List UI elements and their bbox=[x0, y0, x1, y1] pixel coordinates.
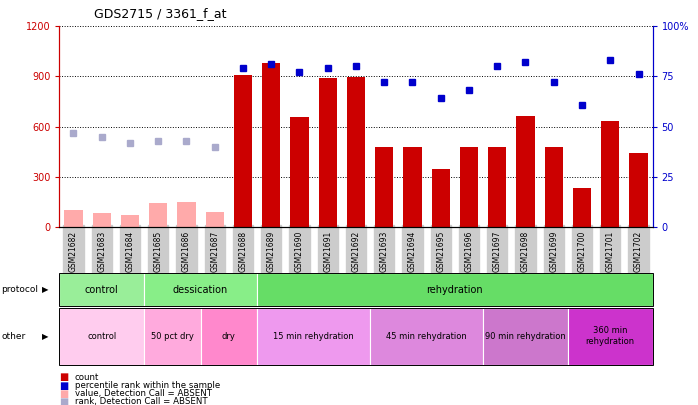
Text: count: count bbox=[75, 373, 99, 382]
Text: value, Detection Call = ABSENT: value, Detection Call = ABSENT bbox=[75, 389, 211, 398]
Text: GDS2715 / 3361_f_at: GDS2715 / 3361_f_at bbox=[94, 7, 227, 20]
Text: ■: ■ bbox=[59, 397, 68, 405]
Text: 360 min
rehydration: 360 min rehydration bbox=[586, 326, 634, 346]
Text: control: control bbox=[85, 285, 119, 294]
Bar bbox=[544, 147, 563, 227]
Bar bbox=[630, 153, 648, 227]
Text: protocol: protocol bbox=[1, 285, 38, 294]
Bar bbox=[601, 121, 619, 227]
Text: 45 min rehydration: 45 min rehydration bbox=[386, 332, 467, 341]
Bar bbox=[93, 213, 111, 227]
Bar bbox=[517, 116, 535, 227]
Text: 15 min rehydration: 15 min rehydration bbox=[273, 332, 354, 341]
Text: ▶: ▶ bbox=[42, 285, 49, 294]
Bar bbox=[290, 117, 309, 227]
Bar bbox=[573, 188, 591, 227]
Text: other: other bbox=[1, 332, 26, 341]
Bar bbox=[205, 212, 224, 227]
Bar bbox=[177, 202, 195, 227]
Bar bbox=[488, 147, 507, 227]
Bar bbox=[347, 77, 365, 227]
Bar bbox=[64, 210, 82, 227]
Bar bbox=[262, 63, 281, 227]
Text: ▶: ▶ bbox=[42, 332, 49, 341]
Text: 90 min rehydration: 90 min rehydration bbox=[485, 332, 566, 341]
Text: ■: ■ bbox=[59, 381, 68, 390]
Text: percentile rank within the sample: percentile rank within the sample bbox=[75, 381, 220, 390]
Text: dessication: dessication bbox=[173, 285, 228, 294]
Bar bbox=[149, 202, 168, 227]
Bar bbox=[234, 75, 252, 227]
Text: dry: dry bbox=[222, 332, 236, 341]
Bar bbox=[431, 169, 450, 227]
Text: ■: ■ bbox=[59, 373, 68, 382]
Text: control: control bbox=[87, 332, 117, 341]
Text: ■: ■ bbox=[59, 389, 68, 399]
Text: rank, Detection Call = ABSENT: rank, Detection Call = ABSENT bbox=[75, 397, 207, 405]
Bar bbox=[121, 215, 139, 227]
Text: rehydration: rehydration bbox=[426, 285, 483, 294]
Bar bbox=[460, 147, 478, 227]
Bar bbox=[403, 147, 422, 227]
Text: 50 pct dry: 50 pct dry bbox=[151, 332, 194, 341]
Bar bbox=[375, 147, 394, 227]
Bar bbox=[318, 78, 337, 227]
